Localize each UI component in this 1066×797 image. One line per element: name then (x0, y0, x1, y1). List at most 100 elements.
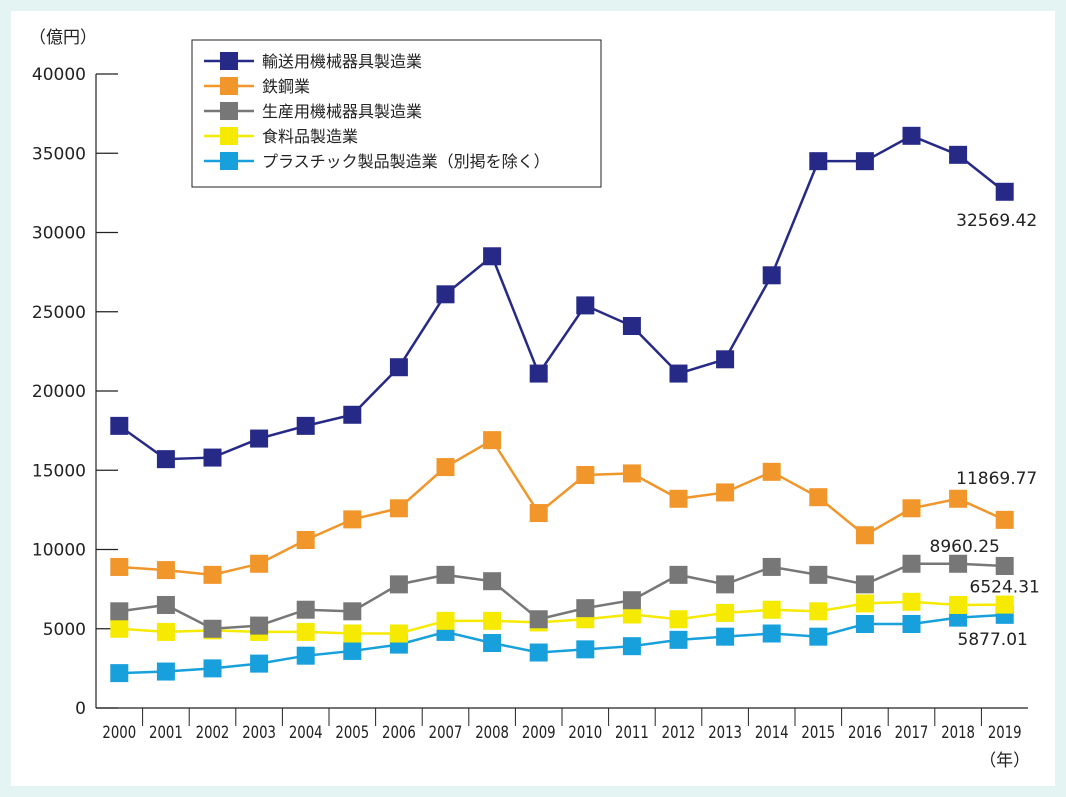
data-point (343, 405, 362, 424)
data-point (995, 556, 1014, 575)
data-point (483, 572, 502, 591)
data-label: 11869.77 (956, 469, 1037, 489)
legend-swatch-marker (220, 152, 238, 170)
x-tick-label: 2012 (662, 722, 696, 742)
x-tick-label: 2002 (196, 722, 230, 742)
data-point (762, 557, 781, 576)
data-point (716, 350, 735, 369)
legend-entry: 輸送用機械器具製造業 (262, 52, 422, 71)
data-point (529, 504, 548, 523)
data-point (995, 595, 1014, 614)
data-label: 5877.01 (958, 630, 1028, 650)
data-point (110, 557, 129, 576)
data-label: 32569.42 (956, 211, 1037, 231)
legend-entry: 鉄鋼業 (262, 77, 310, 96)
data-point (483, 611, 502, 630)
y-tick-label: 10000 (32, 541, 86, 561)
y-tick-label: 15000 (32, 461, 86, 481)
x-tick-label: 2003 (242, 722, 276, 742)
data-point (296, 416, 315, 435)
chart-panel: （億円） 0 5000 10000 15000 20000 25000 30000 35000 4… (11, 11, 1055, 786)
legend-entry: 食料品製造業 (262, 127, 358, 146)
x-tick-label: 2015 (801, 722, 835, 742)
legend-box (191, 39, 602, 188)
data-point (716, 483, 735, 502)
data-point (436, 285, 455, 304)
data-point (389, 499, 408, 518)
data-point (343, 510, 362, 529)
data-point (483, 247, 502, 266)
x-tick-label: 2011 (615, 722, 649, 742)
data-point (110, 416, 129, 435)
data-point (949, 595, 968, 614)
data-point (622, 317, 641, 336)
data-point (576, 599, 595, 618)
data-point (250, 616, 269, 635)
y-tick-label: 20000 (32, 382, 86, 402)
data-point (576, 466, 595, 485)
x-axis-label: （年） (979, 751, 1030, 771)
y-tick-label: 5000 (43, 620, 86, 640)
data-point (110, 619, 129, 638)
y-tick-label: 40000 (32, 65, 86, 85)
data-point (949, 145, 968, 164)
legend-swatch-marker (220, 52, 238, 70)
legend-swatch-marker (220, 102, 238, 120)
data-point (809, 488, 828, 507)
data-point (576, 640, 595, 659)
data-point (669, 565, 688, 584)
data-point (949, 554, 968, 573)
data-point (949, 489, 968, 508)
data-point (529, 643, 548, 662)
data-point (902, 592, 921, 611)
data-point (669, 630, 688, 649)
data-point (343, 624, 362, 643)
line-chart: （億円） 0 5000 10000 15000 20000 25000 30000 35000 4… (29, 28, 1040, 771)
data-point (483, 634, 502, 653)
data-point (529, 610, 548, 629)
data-point (203, 659, 222, 678)
x-tick-label: 2017 (895, 722, 929, 742)
data-point (855, 614, 874, 633)
data-point (809, 565, 828, 584)
x-tick-label: 2009 (522, 722, 556, 742)
data-point (809, 627, 828, 646)
data-label: 8960.25 (930, 537, 1000, 557)
data-point (809, 152, 828, 171)
data-point (809, 602, 828, 621)
data-point (203, 448, 222, 467)
x-tick-label: 2008 (475, 722, 509, 742)
data-point (902, 614, 921, 633)
data-point (343, 641, 362, 660)
data-point (436, 565, 455, 584)
data-point (762, 600, 781, 619)
data-point (156, 595, 175, 614)
data-point (622, 591, 641, 610)
data-point (250, 429, 269, 448)
data-point (343, 602, 362, 621)
legend-swatch-marker (220, 127, 238, 145)
legend-entry: 生産用機械器具製造業 (262, 102, 422, 121)
x-tick-label: 2001 (149, 722, 183, 742)
y-axis-label: （億円） (29, 28, 97, 48)
data-point (250, 654, 269, 673)
data-point (762, 624, 781, 643)
x-tick-label: 2006 (382, 722, 416, 742)
data-point (296, 622, 315, 641)
data-point (902, 126, 921, 145)
data-point (576, 296, 595, 315)
data-point (156, 662, 175, 681)
data-point (855, 575, 874, 594)
legend-swatch-marker (220, 77, 238, 95)
x-tick-label: 2014 (755, 722, 789, 742)
data-point (762, 266, 781, 285)
series-line (119, 438, 1006, 577)
data-point (855, 152, 874, 171)
x-tick-label: 2019 (988, 722, 1022, 742)
data-point (110, 602, 129, 621)
data-point (250, 554, 269, 573)
y-tick-label: 0 (75, 699, 86, 719)
data-point (156, 561, 175, 580)
data-point (296, 600, 315, 619)
data-point (622, 464, 641, 483)
